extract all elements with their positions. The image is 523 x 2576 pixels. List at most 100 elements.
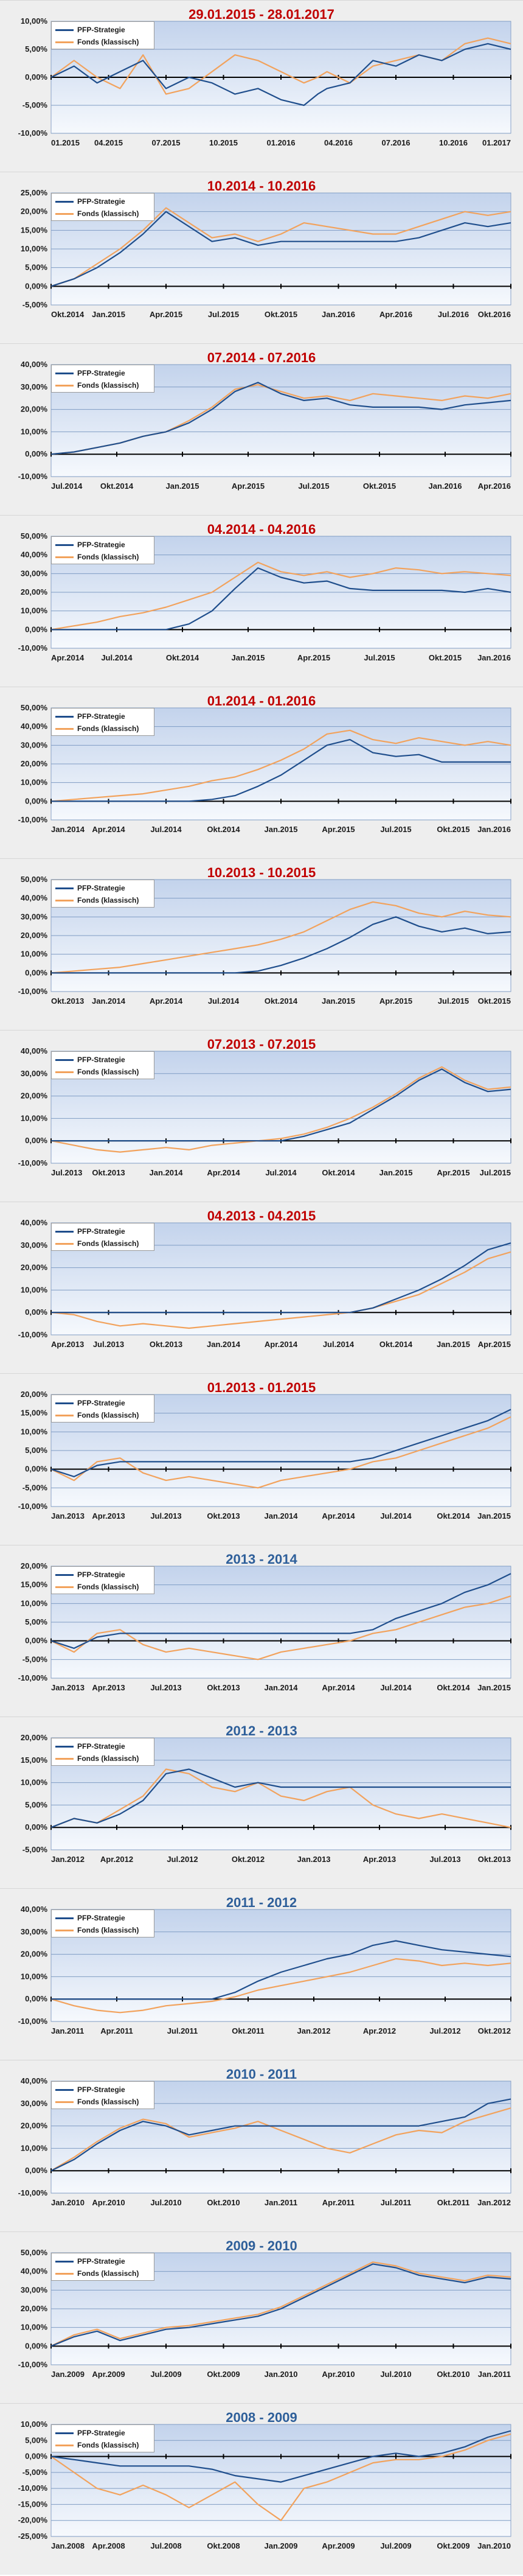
x-tick-label: Jul.2014 — [101, 653, 133, 662]
y-tick-label: 10,00% — [21, 606, 48, 615]
legend-label: Fonds (klassisch) — [77, 1068, 139, 1076]
x-tick-label: Jan.2012 — [297, 2026, 331, 2035]
legend-swatch — [55, 2445, 74, 2446]
y-tick-label: 20,00% — [21, 2121, 48, 2130]
x-tick-label: Jul.2013 — [150, 1511, 181, 1521]
x-tick-label: Jan.2014 — [207, 1340, 241, 1349]
x-tick-label: 07.2015 — [152, 138, 181, 147]
y-tick-label: 20,00% — [21, 1263, 48, 1272]
legend-swatch — [55, 1586, 74, 1588]
x-tick-label: Jan.2016 — [477, 653, 511, 662]
y-tick-label: -25,00% — [18, 2532, 48, 2541]
series-line-fonds-klassisch — [50, 2433, 511, 2521]
x-tick-label: Jan.2013 — [297, 1855, 331, 1864]
x-tick-label: Okt.2009 — [207, 2370, 240, 2379]
chart-title: 07.2013 - 07.2015 — [207, 1037, 316, 1052]
y-tick-label: 5,00% — [25, 263, 47, 272]
chart-title: 2008 - 2009 — [226, 2410, 297, 2425]
legend-swatch — [55, 1231, 74, 1233]
legend-swatch — [55, 2089, 74, 2091]
legend-swatch — [55, 1917, 74, 1919]
y-tick-label: 30,00% — [21, 740, 48, 749]
y-tick-label: 50,00% — [21, 2248, 48, 2257]
y-tick-label: 0,00% — [25, 1307, 47, 1317]
legend-label: Fonds (klassisch) — [77, 1411, 139, 1419]
y-tick-label: -10,00% — [18, 2483, 48, 2493]
legend-label: Fonds (klassisch) — [77, 2098, 139, 2106]
x-tick-label: Okt.2013 — [207, 1511, 240, 1521]
x-tick-label: Okt.2014 — [51, 310, 85, 319]
x-tick-label: Apr.2014 — [92, 825, 125, 834]
legend-label: Fonds (klassisch) — [77, 1239, 139, 1248]
legend-label: PFP-Strategie — [77, 369, 125, 377]
y-tick-label: 10,00% — [21, 244, 48, 253]
x-tick-label: Jul.2014 — [51, 481, 83, 491]
y-tick-label: 0,00% — [25, 281, 47, 290]
chart-legend: PFP-Strategie Fonds (klassisch) — [51, 2253, 154, 2281]
y-tick-label: -5,00% — [23, 1483, 48, 1492]
legend-swatch — [55, 1574, 74, 1576]
x-tick-label: Okt.2014 — [437, 1511, 470, 1521]
x-tick-label: Jan.2013 — [51, 1683, 85, 1692]
y-tick-label: 50,00% — [21, 531, 48, 541]
x-tick-label: Jan.2014 — [265, 1511, 299, 1521]
x-tick-label: Apr.2011 — [322, 2198, 355, 2207]
y-tick-label: 30,00% — [21, 912, 48, 921]
x-tick-label: Apr.2014 — [322, 1683, 355, 1692]
y-tick-label: -10,00% — [18, 128, 48, 138]
x-tick-label: Jan.2015 — [166, 481, 199, 491]
series-line-pfp-strategie — [50, 2098, 511, 2172]
y-tick-label: 40,00% — [21, 2076, 48, 2085]
y-tick-label: 10,00% — [21, 427, 48, 436]
legend-label: PFP-Strategie — [77, 1399, 125, 1407]
chart-panel: 2013 - 2014 -10,00% -5,00% 0,00% 5,00% 10,00%… — [0, 1545, 523, 1717]
chart-legend: PFP-Strategie Fonds (klassisch) — [51, 1566, 154, 1594]
y-tick-label: 10,00% — [21, 2323, 48, 2332]
y-tick-label: 20,00% — [21, 405, 48, 414]
x-tick-label: Jan.2015 — [322, 996, 355, 1006]
y-tick-label: 10,00% — [21, 1972, 48, 1981]
legend-label: PFP-Strategie — [77, 2085, 125, 2094]
series-line-fonds-klassisch — [50, 2261, 511, 2347]
y-tick-label: 10,00% — [21, 950, 48, 959]
x-tick-label: Apr.2012 — [100, 1855, 133, 1864]
chart-panel: 2008 - 2009 -25,00% -20,00% -15,00% -10,00% -… — [0, 2403, 523, 2575]
legend-swatch — [55, 1402, 74, 1404]
y-tick-label: 30,00% — [21, 382, 48, 391]
x-tick-label: Okt.2013 — [207, 1683, 240, 1692]
y-tick-label: -10,00% — [18, 2017, 48, 2026]
x-tick-label: Jan.2013 — [51, 1511, 85, 1521]
chart-panel: 2011 - 2012 -10,00% 0,00% 10,00% 20,00% 30,00… — [0, 1888, 523, 2060]
x-tick-label: Jul.2013 — [429, 1855, 460, 1864]
chart-legend: PFP-Strategie Fonds (klassisch) — [51, 880, 154, 908]
chart-title: 04.2014 - 04.2016 — [207, 522, 316, 537]
y-tick-label: 30,00% — [21, 2285, 48, 2294]
y-tick-label: 30,00% — [21, 1069, 48, 1078]
x-tick-label: Jan.2015 — [477, 1511, 511, 1521]
x-tick-label: Okt.2012 — [478, 2026, 511, 2035]
y-tick-label: 40,00% — [21, 1218, 48, 1227]
series-line-pfp-strategie — [50, 1573, 511, 1649]
chart-svg: -25,00% -20,00% -15,00% -10,00% -5,00% 0,00% 5… — [18, 2420, 511, 2550]
y-tick-label: 20,00% — [21, 1561, 48, 1570]
x-tick-label: Apr.2015 — [232, 481, 265, 491]
chart-panel: 2010 - 2011 -10,00% 0,00% 10,00% 20,00% 30,00… — [0, 2060, 523, 2231]
x-tick-label: Okt.2014 — [207, 825, 240, 834]
series-line-fonds-klassisch — [50, 561, 511, 631]
x-tick-label: Jan.2011 — [265, 2198, 297, 2207]
y-tick-label: 10,00% — [21, 778, 48, 787]
chart-panel: 2009 - 2010 -10,00% 0,00% 10,00% 20,00% 30,00… — [0, 2231, 523, 2403]
y-tick-label: 10,00% — [21, 2420, 48, 2429]
x-tick-label: 01.2017 — [482, 138, 511, 147]
x-tick-label: Jul.2011 — [381, 2198, 412, 2207]
legend-label: Fonds (klassisch) — [77, 1926, 139, 1934]
series-line-pfp-strategie — [51, 1242, 511, 1314]
legend-label: PFP-Strategie — [77, 1570, 125, 1579]
y-tick-label: -10,00% — [18, 643, 48, 653]
x-tick-label: Apr.2011 — [100, 2026, 133, 2035]
legend-label: PFP-Strategie — [77, 1742, 125, 1751]
y-tick-label: 40,00% — [21, 722, 48, 731]
x-tick-label: Jan.2014 — [51, 825, 85, 834]
x-tick-label: Jan.2015 — [437, 1340, 470, 1349]
chart-title: 07.2014 - 07.2016 — [207, 350, 316, 365]
